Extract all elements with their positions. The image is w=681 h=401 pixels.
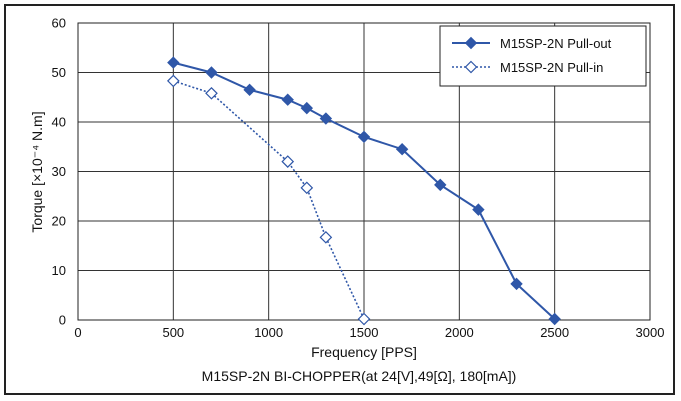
series-line-pullout [173,61,556,320]
data-point-pullout [319,112,333,125]
series-line-pullin [173,80,365,320]
y-tick-labels: 0 10 20 30 40 50 60 [52,16,66,328]
data-point-pullout [472,203,485,216]
x-axis-title: Frequency [PPS] [311,344,417,360]
legend-pullin-marker-icon [464,60,478,74]
y-tick-label: 0 [59,313,66,328]
data-point-pullout [434,178,447,192]
chart-caption: M15SP-2N BI-CHOPPER(at 24[V],49[Ω], 180[… [202,368,517,384]
x-tick-label: 1500 [350,325,379,340]
x-tick-label: 500 [162,325,184,340]
x-tick-label: 1000 [254,325,283,340]
x-tick-labels: 0 500 1000 1500 2000 2500 3000 [74,325,664,340]
legend-pullin-label: M15SP-2N Pull-in [500,60,603,75]
data-point-pullout [300,101,314,115]
y-axis-title: Torque [×10⁻⁴ N.m] [29,111,45,232]
data-point-pullout [395,143,409,156]
y-tick-label: 50 [52,65,66,80]
x-tick-label: 0 [74,325,81,340]
y-tick-label: 60 [52,16,66,31]
y-tick-label: 40 [52,115,66,130]
data-point-pullin [205,86,218,100]
y-tick-label: 10 [52,263,66,278]
data-point-pullin [166,74,180,88]
y-tick-label: 20 [52,214,66,229]
data-point-pullout [510,277,523,291]
data-point-pullout [205,66,218,79]
y-tick-label: 30 [52,164,66,179]
data-point-pullin [281,155,295,168]
data-point-pullout [281,93,294,106]
x-tick-label: 3000 [636,325,665,340]
data-point-pullout [548,312,561,326]
legend-pullout-label: M15SP-2N Pull-out [500,36,612,51]
chart-figure: 0 500 1000 1500 2000 2500 3000 0 10 20 30 40 50 60 M… [4,4,675,395]
data-point-pullin [319,230,333,244]
data-point-pullout [167,56,180,69]
x-tick-label: 2000 [445,325,474,340]
data-point-pullin [300,181,314,195]
legend-box [439,25,647,87]
data-point-pullout [243,83,256,97]
data-point-pullout [357,130,371,144]
data-point-pullin [357,312,371,326]
legend: M15SP-2N Pull-out M15SP-2N Pull-in [439,25,647,87]
legend-pullout-marker-icon [464,36,478,50]
x-tick-label: 2500 [540,325,569,340]
series-layer [166,56,561,326]
torque-frequency-chart: 0 500 1000 1500 2000 2500 3000 0 10 20 30 40 50 60 M… [29,16,664,385]
